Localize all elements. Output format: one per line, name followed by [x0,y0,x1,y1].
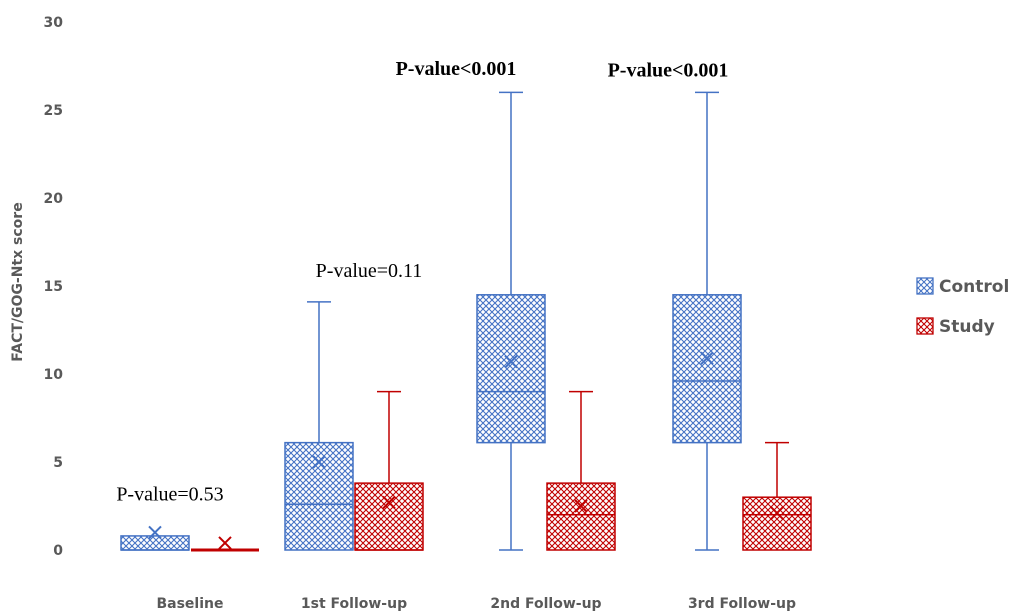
control-box [672,91,742,551]
box-series [120,91,812,552]
mean-marker [148,525,162,540]
box-body [284,441,354,551]
y-tick-label: 30 [44,15,64,31]
x-tick-label: 1st Follow-up [301,596,407,612]
legend-label-study: Study [939,317,995,337]
x-tick-label: 3rd Follow-up [688,596,796,612]
box-body [742,496,812,551]
legend-label-control: Control [939,277,1009,297]
x-tick-label: Baseline [156,596,223,612]
p-value-label: P-value=0.11 [316,260,423,282]
control-box [284,301,354,551]
study-box [354,390,424,551]
legend: Control Study [916,277,1009,337]
study-box [546,390,616,551]
mean-marker [574,499,588,513]
p-value-label: P-value=0.53 [116,484,223,506]
control-box [120,525,190,551]
y-tick-label: 0 [53,543,63,559]
y-axis-title-group: FACT/GOG-Ntx score [10,202,26,361]
legend-swatch-control [916,277,934,295]
mean-marker [382,495,396,510]
mean-marker [770,506,784,520]
study-box [742,441,812,551]
control-box [476,91,546,551]
p-value-annotations: P-value=0.53 P-value=0.11 P-value<0.001 P-v… [116,58,728,506]
box-body [354,482,424,551]
p-value-label: P-value<0.001 [396,58,517,80]
box-body [672,294,742,444]
y-tick-label: 25 [44,103,63,119]
mean-marker [312,455,326,469]
y-axis-title: FACT/GOG-Ntx score [10,202,26,361]
study-box [191,536,259,552]
x-axis-ticks: Baseline 1st Follow-up 2nd Follow-up 3rd Fo… [156,596,796,612]
mean-marker [218,536,232,550]
y-tick-label: 15 [44,279,63,295]
box-body [120,535,190,551]
mean-marker [504,354,518,369]
y-tick-label: 10 [44,367,64,383]
y-tick-label: 5 [53,455,63,471]
legend-swatch-study [916,317,934,335]
y-tick-label: 20 [44,191,64,207]
mean-marker [700,351,714,365]
box-body [476,294,546,444]
x-tick-label: 2nd Follow-up [490,596,601,612]
box-body [546,482,616,551]
p-value-label: P-value<0.001 [608,60,729,82]
y-axis-ticks: 0 5 10 15 20 25 30 [44,15,64,559]
